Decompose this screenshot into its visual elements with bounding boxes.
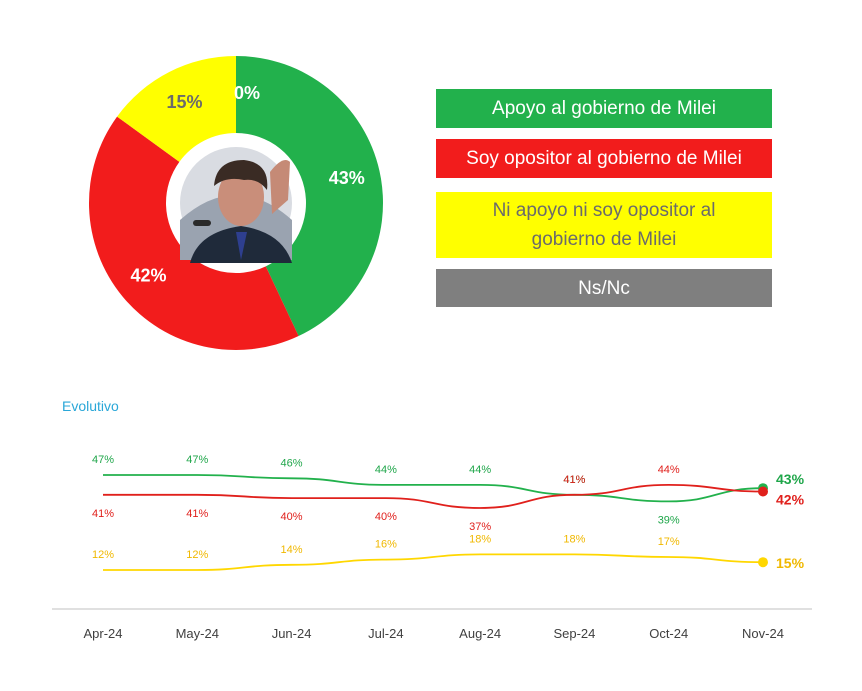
data-label-opposition: 37% (469, 521, 491, 533)
milei-photo-image (180, 147, 292, 263)
x-tick-label: Nov-24 (742, 626, 784, 641)
data-label-support: 47% (92, 454, 114, 466)
data-label-opposition: 40% (375, 511, 397, 523)
series-line-opposition (103, 483, 764, 509)
data-label-support: 46% (281, 457, 303, 469)
data-label-neutral: 18% (469, 533, 491, 545)
support-donut-chart: 43% 42% 15% 0% (88, 55, 384, 350)
x-tick-label: May-24 (176, 626, 219, 641)
data-label-support: 44% (469, 464, 491, 476)
data-label-neutral: 12% (186, 549, 208, 561)
donut-label-nsnc: 0% (234, 83, 260, 103)
data-label-support: 47% (186, 454, 208, 466)
legend-opposition: Soy opositor al gobierno de Milei (436, 139, 772, 178)
legend-nsnc: Ns/Nc (436, 269, 772, 307)
series-line-support (103, 474, 764, 503)
donut-slice-neutral (117, 55, 236, 162)
data-label-support: 44% (375, 464, 397, 476)
x-tick-label: Jun-24 (272, 626, 312, 641)
legend-neutral: Ni apoyo ni soy opositor al gobierno de … (436, 192, 772, 258)
data-label-support: 41% (563, 474, 585, 486)
donut-slice-support (236, 56, 384, 337)
series-end-marker-neutral (758, 557, 768, 568)
x-tick-label: Sep-24 (553, 626, 595, 641)
data-label-opposition: 42% (776, 492, 805, 508)
evolution-title: Evolutivo (62, 398, 119, 414)
x-tick-label: Jul-24 (368, 626, 403, 641)
data-label-neutral: 14% (281, 544, 303, 556)
data-label-opposition: 41% (186, 508, 208, 520)
evolution-line-chart: 47% 47% 46% 44% 44% 41% 39% 43% 41% 41% 40% 40% 37% 4… (52, 454, 812, 641)
data-label-neutral: 15% (776, 555, 805, 571)
series-end-marker-opposition (758, 486, 768, 497)
data-label-opposition: 41% (563, 474, 585, 486)
donut-label-opposition: 42% (131, 265, 167, 285)
data-label-opposition: 41% (92, 508, 114, 520)
data-label-neutral: 12% (92, 549, 114, 561)
data-label-support: 39% (658, 514, 680, 526)
donut-slice-opposition (88, 116, 299, 350)
x-tick-label: Oct-24 (649, 626, 688, 641)
data-label-opposition: 40% (281, 511, 303, 523)
data-label-neutral: 16% (375, 539, 397, 551)
data-label-opposition: 44% (658, 464, 680, 476)
series-line-neutral (102, 553, 764, 571)
legend-neutral-label: Ni apoyo ni soy opositor al gobierno de … (492, 200, 716, 250)
donut-label-neutral: 15% (166, 92, 202, 112)
data-label-support: 43% (776, 471, 805, 487)
donut-label-support: 43% (329, 168, 365, 188)
x-tick-label: Apr-24 (83, 626, 122, 641)
legend-support: Apoyo al gobierno de Milei (436, 89, 772, 128)
data-label-neutral: 17% (658, 536, 680, 548)
data-label-neutral: 18% (563, 533, 585, 545)
x-tick-label: Aug-24 (459, 626, 501, 641)
